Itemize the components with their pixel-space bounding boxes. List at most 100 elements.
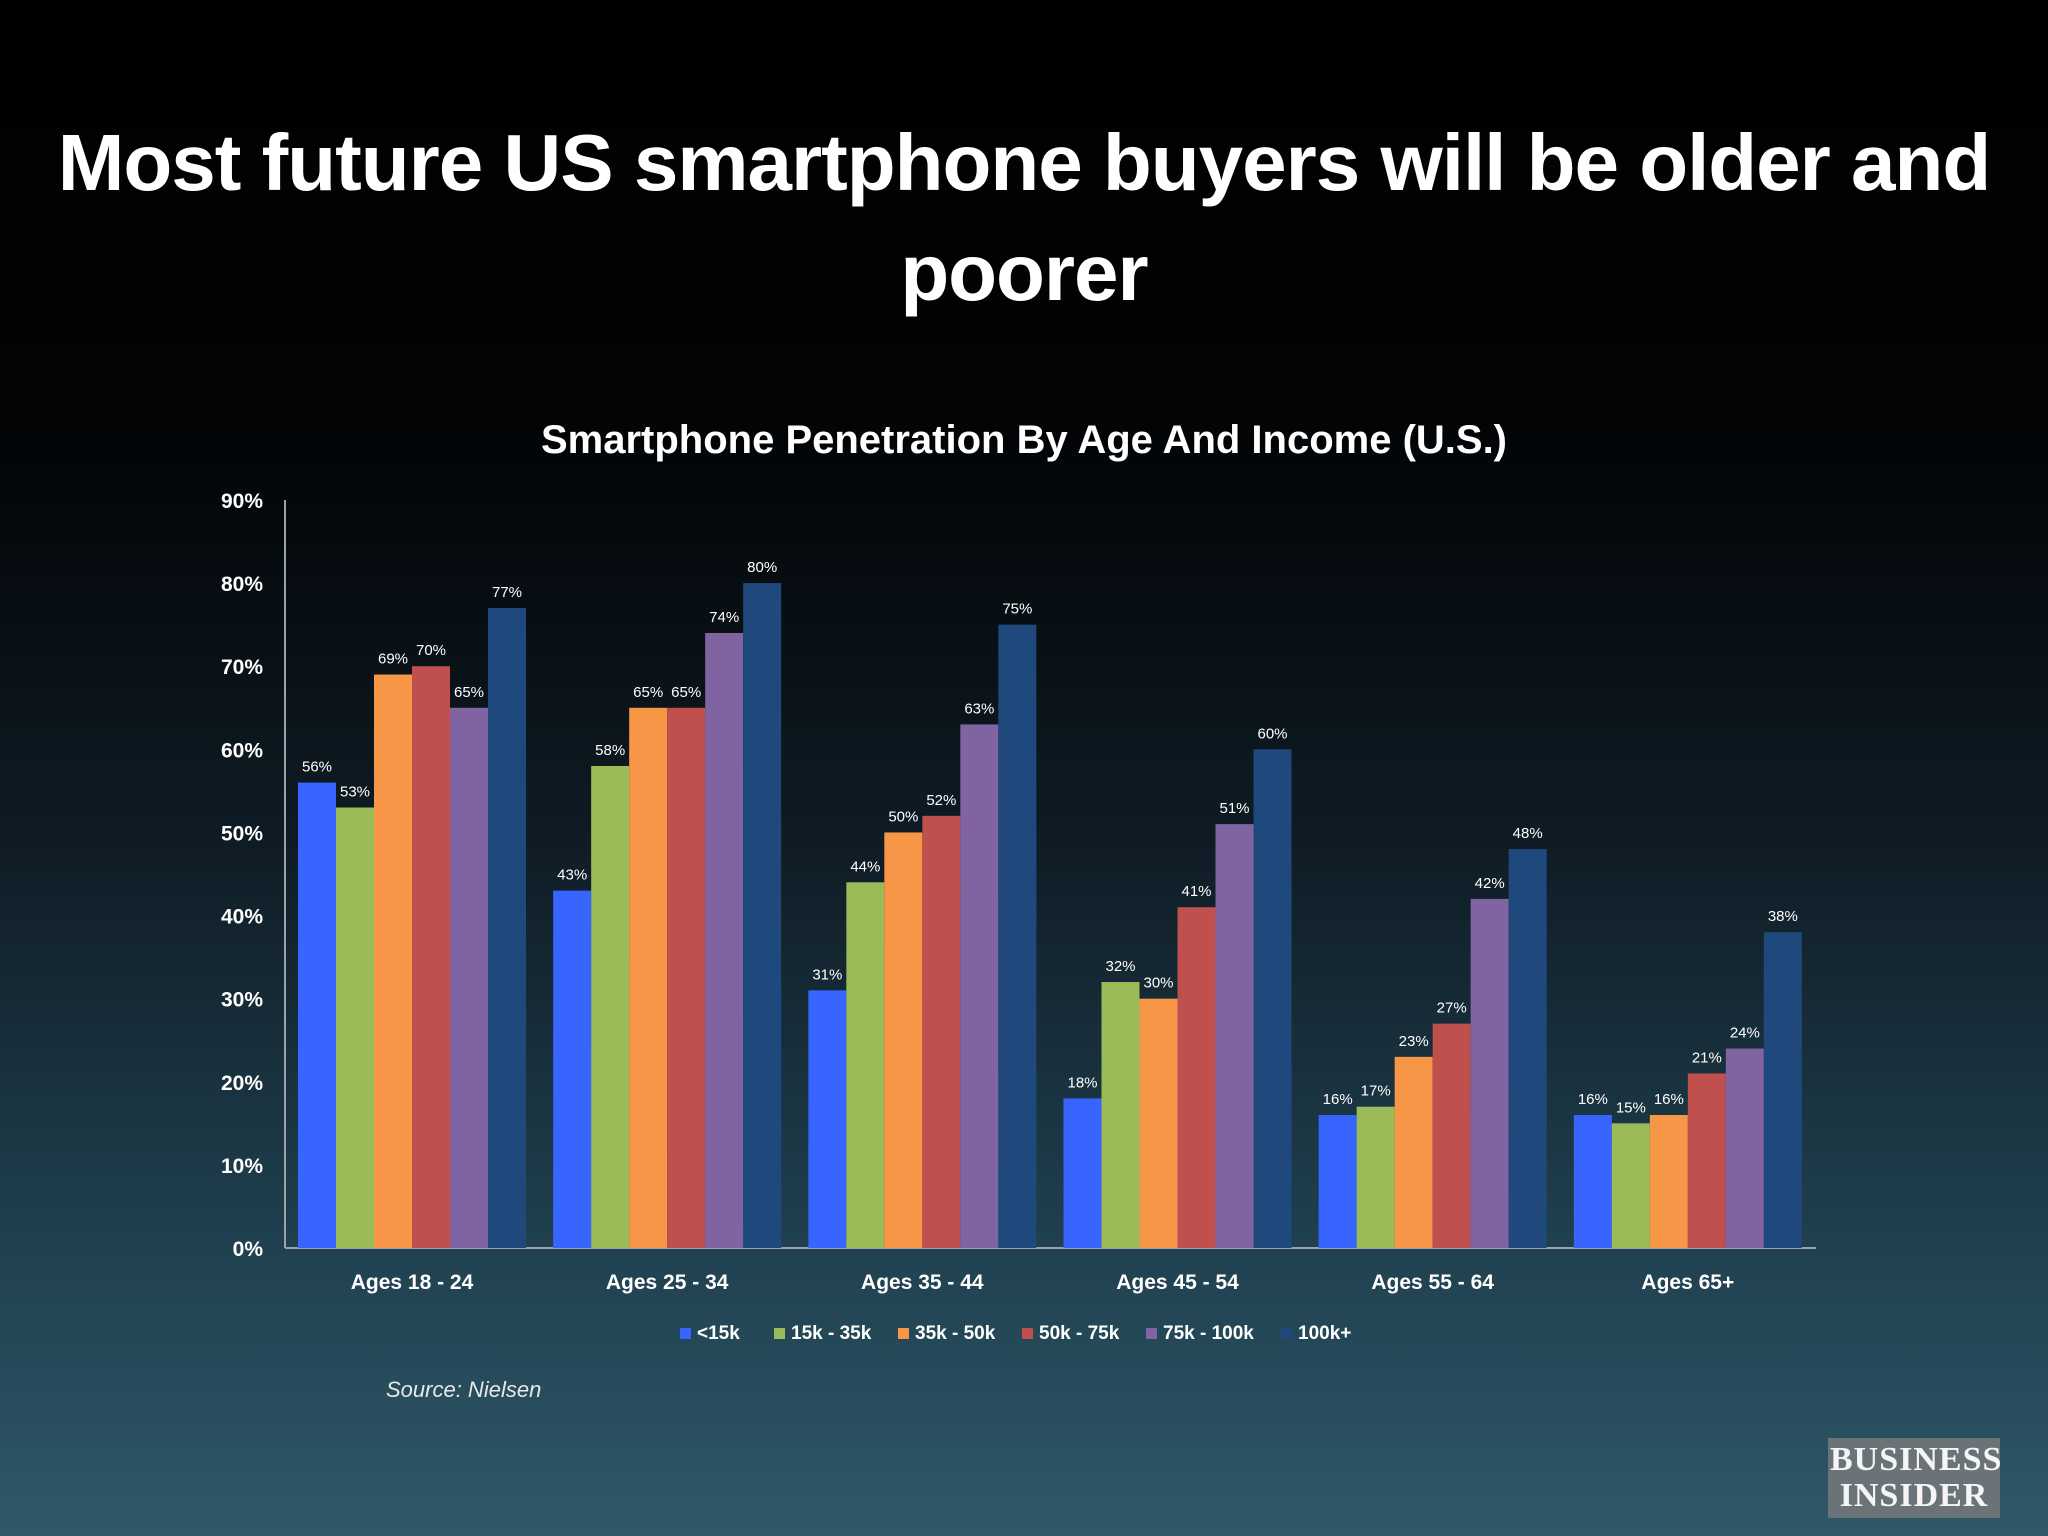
- y-tick-label: 40%: [221, 906, 263, 929]
- bar-value-label: 21%: [1692, 1049, 1722, 1066]
- brand-line-1: BUSINESS: [1830, 1441, 2003, 1478]
- legend-label: 35k - 50k: [915, 1323, 996, 1344]
- bar: [1687, 1073, 1726, 1248]
- bar: [1394, 1056, 1433, 1248]
- y-tick-label: 80%: [221, 573, 263, 596]
- bar: [808, 990, 847, 1248]
- y-tick-label: 20%: [221, 1072, 263, 1095]
- bar-value-label: 69%: [378, 651, 408, 668]
- bar: [960, 724, 999, 1248]
- y-tick-label: 90%: [221, 490, 263, 513]
- bar: [1101, 982, 1140, 1248]
- bar-value-label: 65%: [633, 684, 663, 701]
- bar-value-label: 31%: [812, 966, 842, 983]
- bar-value-label: 74%: [709, 609, 739, 626]
- legend-label: 75k - 100k: [1163, 1323, 1254, 1344]
- bar-value-label: 16%: [1578, 1091, 1608, 1108]
- bar: [743, 583, 782, 1248]
- bar-value-label: 65%: [454, 684, 484, 701]
- bar-value-label: 43%: [557, 867, 587, 884]
- legend-swatch: [774, 1328, 785, 1339]
- business-insider-logo: BUSINESS INSIDER: [1828, 1438, 2003, 1518]
- legend-swatch: [898, 1328, 909, 1339]
- legend-swatch: [680, 1328, 691, 1339]
- y-tick-label: 30%: [221, 989, 263, 1012]
- bar-value-label: 80%: [747, 559, 777, 576]
- bar: [1573, 1115, 1612, 1248]
- x-category-label: Ages 35 - 44: [861, 1271, 984, 1294]
- legend-swatch: [1146, 1328, 1157, 1339]
- bar: [1725, 1048, 1764, 1248]
- bar-value-label: 63%: [964, 700, 994, 717]
- bar: [1763, 932, 1802, 1248]
- bar-value-label: 32%: [1105, 958, 1135, 975]
- legend-swatch: [1281, 1328, 1292, 1339]
- legend-label: 15k - 35k: [791, 1323, 872, 1344]
- legend-label: 100k+: [1298, 1323, 1351, 1344]
- bar-value-label: 16%: [1654, 1091, 1684, 1108]
- bar: [1649, 1115, 1688, 1248]
- legend-label: <15k: [697, 1323, 740, 1344]
- bar: [1470, 898, 1509, 1248]
- bar-value-label: 65%: [671, 684, 701, 701]
- bar-value-label: 70%: [416, 642, 446, 659]
- bar: [846, 882, 885, 1248]
- bar: [1432, 1023, 1471, 1248]
- bar-value-label: 53%: [340, 784, 370, 801]
- x-category-label: Ages 18 - 24: [351, 1271, 474, 1294]
- bar-value-label: 51%: [1219, 800, 1249, 817]
- bar: [488, 608, 526, 1248]
- bar-value-label: 58%: [595, 742, 625, 759]
- bar-value-label: 15%: [1616, 1099, 1646, 1116]
- bar-value-label: 30%: [1143, 975, 1173, 992]
- bar: [1508, 849, 1547, 1248]
- bar-value-label: 50%: [888, 808, 918, 825]
- bar-value-label: 24%: [1730, 1025, 1760, 1042]
- bar: [298, 782, 336, 1248]
- y-tick-label: 0%: [233, 1238, 264, 1261]
- legend-swatch: [1022, 1328, 1033, 1339]
- x-category-label: Ages 25 - 34: [606, 1271, 729, 1294]
- bar-value-label: 16%: [1323, 1091, 1353, 1108]
- bar-value-label: 23%: [1399, 1033, 1429, 1050]
- bar: [998, 624, 1037, 1248]
- bar: [922, 815, 961, 1248]
- bar-value-label: 77%: [492, 584, 522, 601]
- bar: [1318, 1115, 1357, 1248]
- x-category-label: Ages 65+: [1641, 1271, 1734, 1294]
- y-tick-label: 70%: [221, 656, 263, 679]
- bar: [553, 890, 592, 1248]
- bar-value-label: 42%: [1475, 875, 1505, 892]
- y-tick-label: 60%: [221, 739, 263, 762]
- bar: [1063, 1098, 1102, 1248]
- source-note: Source: Nielsen: [386, 1377, 542, 1402]
- bar-value-label: 41%: [1181, 883, 1211, 900]
- bar-value-label: 27%: [1437, 1000, 1467, 1017]
- bar: [374, 674, 412, 1248]
- slide-title: Most future US smartphone buyers will be…: [57, 118, 1992, 317]
- x-category-label: Ages 55 - 64: [1371, 1271, 1494, 1294]
- bar-value-label: 44%: [850, 858, 880, 875]
- bar-value-label: 60%: [1257, 725, 1287, 742]
- bar: [629, 707, 668, 1248]
- x-category-label: Ages 45 - 54: [1116, 1271, 1239, 1294]
- bar: [1215, 824, 1254, 1248]
- bar-value-label: 52%: [926, 792, 956, 809]
- bar: [667, 707, 706, 1248]
- bar: [1253, 749, 1292, 1248]
- bar: [412, 666, 450, 1248]
- bar: [336, 807, 374, 1248]
- bar-value-label: 18%: [1067, 1074, 1097, 1091]
- bar: [1139, 998, 1178, 1248]
- brand-line-2: INSIDER: [1839, 1477, 1989, 1514]
- bar: [1611, 1123, 1650, 1248]
- legend-label: 50k - 75k: [1039, 1323, 1120, 1344]
- bar-value-label: 75%: [1002, 601, 1032, 618]
- bar: [450, 707, 488, 1248]
- bar-value-label: 56%: [302, 759, 332, 776]
- y-tick-label: 10%: [221, 1155, 263, 1178]
- y-tick-label: 50%: [221, 822, 263, 845]
- bar: [1356, 1106, 1395, 1248]
- bar: [591, 765, 630, 1248]
